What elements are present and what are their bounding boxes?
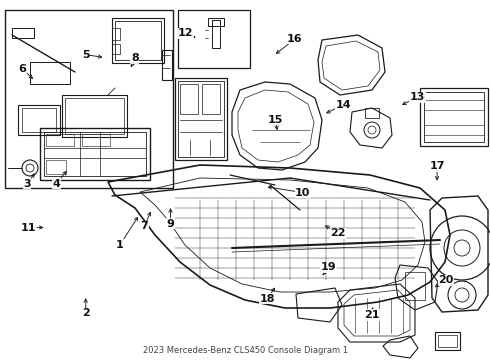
Text: 13: 13 <box>410 92 425 102</box>
Bar <box>178 81 224 157</box>
Text: 6: 6 <box>19 64 26 74</box>
Text: 14: 14 <box>335 100 351 110</box>
Text: 2023 Mercedes-Benz CLS450 Console Diagram 1: 2023 Mercedes-Benz CLS450 Console Diagra… <box>143 346 347 355</box>
Text: 1: 1 <box>116 240 124 250</box>
Bar <box>208 18 224 26</box>
Text: 19: 19 <box>320 262 336 272</box>
Bar <box>18 105 60 135</box>
Bar <box>112 28 120 40</box>
Bar <box>46 160 66 174</box>
Bar <box>365 108 379 118</box>
Text: 5: 5 <box>82 50 90 60</box>
Bar <box>40 128 150 180</box>
Bar <box>202 84 220 114</box>
Bar <box>112 44 120 54</box>
Bar <box>435 332 460 350</box>
Bar <box>212 20 220 48</box>
Bar <box>405 272 425 300</box>
Bar <box>438 335 457 347</box>
Bar <box>115 21 161 60</box>
Bar <box>178 10 250 68</box>
Text: 8: 8 <box>131 53 139 63</box>
Bar <box>22 108 56 132</box>
Text: 20: 20 <box>438 275 454 285</box>
Bar <box>44 132 146 176</box>
Bar <box>12 28 34 38</box>
Text: 11: 11 <box>21 222 36 233</box>
Bar <box>162 50 172 80</box>
Bar <box>65 98 124 134</box>
Text: 10: 10 <box>295 188 311 198</box>
Text: 12: 12 <box>177 28 193 38</box>
Text: 18: 18 <box>259 294 275 304</box>
Text: 17: 17 <box>429 161 445 171</box>
Text: 2: 2 <box>82 308 90 318</box>
Bar <box>420 88 488 146</box>
Bar <box>30 62 70 84</box>
Text: 16: 16 <box>287 34 303 44</box>
Bar <box>82 134 110 146</box>
Bar <box>175 78 227 160</box>
Text: 9: 9 <box>167 219 174 229</box>
Bar <box>424 92 484 142</box>
Bar <box>62 95 127 137</box>
Text: 3: 3 <box>23 179 31 189</box>
Bar <box>46 134 74 146</box>
Text: 4: 4 <box>52 179 60 189</box>
Text: 21: 21 <box>364 310 379 320</box>
Bar <box>112 18 164 63</box>
Text: 22: 22 <box>330 228 346 238</box>
Text: 15: 15 <box>268 114 283 125</box>
Bar <box>180 84 198 114</box>
Bar <box>5 10 173 188</box>
Text: 7: 7 <box>141 221 148 231</box>
